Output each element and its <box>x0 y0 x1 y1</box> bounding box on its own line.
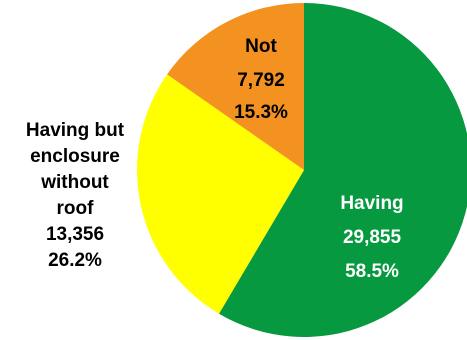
label-not-name: Not <box>245 36 277 57</box>
label-enclosure-percent: 26.2% <box>48 250 102 271</box>
pie-slice-not <box>167 3 304 170</box>
label-having-percent: 58.5% <box>345 261 399 282</box>
label-line: without <box>41 172 109 193</box>
label-enclosure-count: 13,356 <box>45 224 105 245</box>
pie-slice-having-but-enclosure-without-roof <box>137 74 304 314</box>
label-not-percent: 15.3% <box>234 102 288 123</box>
label-line: enclosure <box>30 146 120 167</box>
label-not-count: 7,792 <box>237 70 285 91</box>
label-having-but-enclosure: Having but enclosure without roof 13,356… <box>0 118 150 274</box>
label-line: Having but <box>25 120 125 141</box>
label-having-count: 29,855 <box>343 227 402 248</box>
label-line: roof <box>56 198 94 219</box>
label-having-name: Having <box>340 193 403 214</box>
pie-slices <box>137 3 467 337</box>
pie-slice-having <box>218 3 467 337</box>
